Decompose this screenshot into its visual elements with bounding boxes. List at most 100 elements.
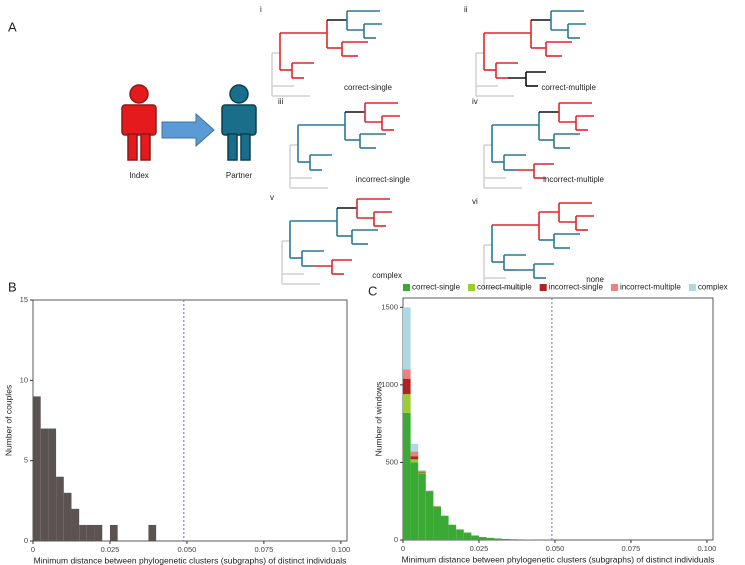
bar bbox=[94, 524, 103, 541]
bar bbox=[79, 524, 87, 541]
bar bbox=[86, 524, 95, 541]
legend-swatch bbox=[610, 284, 618, 291]
bar-segment bbox=[403, 369, 411, 379]
legend-label: incorrect-single bbox=[549, 283, 604, 292]
y-tick-label: 500 bbox=[385, 457, 398, 466]
bar-segment bbox=[425, 491, 434, 540]
bar bbox=[56, 476, 64, 541]
bar-segment bbox=[501, 538, 510, 540]
bar bbox=[33, 396, 41, 541]
bar-segment bbox=[403, 378, 411, 395]
bar bbox=[71, 508, 80, 541]
bar-segment bbox=[410, 451, 419, 457]
tree-numeral: ii bbox=[464, 5, 468, 14]
bar-segment bbox=[463, 532, 472, 540]
person-label: Partner bbox=[226, 171, 253, 180]
y-tick-label: 15 bbox=[20, 295, 28, 304]
tree-label: correct-multiple bbox=[541, 83, 596, 92]
x-tick-label: 0.100 bbox=[331, 545, 350, 554]
x-tick-label: 0 bbox=[401, 544, 405, 553]
x-tick-label: 0.050 bbox=[546, 544, 565, 553]
bar-segment bbox=[486, 537, 495, 540]
tree: vi none bbox=[472, 197, 605, 289]
tree-numeral: iv bbox=[472, 97, 478, 106]
tree-label: correct-single bbox=[344, 83, 393, 92]
person-label: Index bbox=[129, 171, 149, 180]
y-tick-label: 1500 bbox=[381, 302, 398, 311]
legend-swatch bbox=[735, 284, 743, 291]
bar-segment bbox=[433, 506, 441, 540]
x-tick-label: 0.075 bbox=[622, 544, 641, 553]
tree: v complex bbox=[270, 193, 402, 285]
y-tick-label: 10 bbox=[20, 375, 28, 384]
bar-segment bbox=[456, 529, 464, 540]
x-axis-title: Minimum distance between phylogenetic cl… bbox=[34, 555, 347, 565]
x-tick-label: 0 bbox=[31, 545, 35, 554]
bar-segment bbox=[410, 462, 419, 540]
trees: i correct-single ii correct-multiple iii inco… bbox=[260, 5, 605, 289]
x-tick-label: 0.025 bbox=[101, 545, 120, 554]
legend-swatch bbox=[403, 284, 410, 291]
tree: ii correct-multiple bbox=[464, 5, 597, 97]
panel-label: B bbox=[8, 279, 17, 294]
legend-label: complex bbox=[698, 283, 728, 292]
x-tick-label: 0.050 bbox=[178, 545, 197, 554]
bar-segment bbox=[494, 538, 502, 540]
bar-segment bbox=[403, 412, 411, 540]
legend-swatch bbox=[688, 284, 696, 291]
plot-area bbox=[402, 297, 714, 541]
bar-segment bbox=[478, 537, 487, 540]
x-tick-label: 0.025 bbox=[470, 544, 489, 553]
bar-segment bbox=[440, 515, 449, 540]
tree: i correct-single bbox=[260, 5, 393, 97]
index-person bbox=[121, 84, 157, 161]
bar-segment bbox=[418, 470, 426, 471]
bar bbox=[40, 428, 49, 541]
legend-swatch bbox=[539, 284, 547, 291]
x-axis-title: Minimum distance between phylogenetic cl… bbox=[402, 554, 715, 564]
y-tick-label: 1000 bbox=[381, 380, 398, 389]
bar-segment bbox=[448, 524, 457, 540]
bar-segment bbox=[410, 459, 419, 463]
bar bbox=[109, 524, 118, 541]
tree: iv incorrect-multiple bbox=[472, 97, 605, 189]
bar-segment bbox=[403, 394, 411, 413]
panel-label: C bbox=[368, 283, 377, 298]
tree-numeral: vi bbox=[472, 197, 478, 206]
y-axis-title: Number of windows bbox=[373, 382, 383, 457]
bar bbox=[63, 492, 72, 541]
partner-person bbox=[221, 84, 257, 161]
transmission-arrow bbox=[161, 112, 215, 148]
bar-segment bbox=[418, 471, 426, 473]
tree-label: incorrect-single bbox=[356, 175, 411, 184]
tree-numeral: v bbox=[270, 193, 274, 202]
bar-segment bbox=[418, 472, 426, 474]
legend-swatch bbox=[468, 284, 476, 291]
tree-label: none bbox=[586, 275, 604, 284]
y-tick-label: 5 bbox=[24, 456, 28, 465]
bar-segment bbox=[418, 473, 426, 540]
x-tick-label: 0.100 bbox=[698, 544, 717, 553]
bar-segment bbox=[410, 456, 419, 460]
tree-numeral: i bbox=[260, 5, 262, 14]
bar-segment bbox=[471, 535, 479, 540]
y-tick-label: 0 bbox=[394, 535, 398, 544]
bar-segment bbox=[410, 443, 419, 452]
x-tick-label: 0.075 bbox=[254, 545, 273, 554]
panel-label: A bbox=[8, 19, 17, 34]
legend-label: incorrect-multiple bbox=[620, 283, 681, 292]
y-axis-title: Number of couples bbox=[3, 385, 13, 456]
legend-label: correct-single bbox=[412, 283, 461, 292]
bar bbox=[148, 524, 157, 541]
bar bbox=[48, 428, 57, 541]
tree-label: incorrect-multiple bbox=[543, 175, 604, 184]
y-tick-label: 0 bbox=[24, 536, 28, 545]
tree-numeral: iii bbox=[278, 97, 284, 106]
bar-segment bbox=[418, 470, 426, 472]
plot-area bbox=[32, 299, 348, 542]
tree-label: complex bbox=[372, 271, 402, 280]
legend-label: correct-multiple bbox=[477, 283, 532, 292]
bar-segment bbox=[509, 539, 517, 540]
bar-segment bbox=[516, 539, 525, 540]
